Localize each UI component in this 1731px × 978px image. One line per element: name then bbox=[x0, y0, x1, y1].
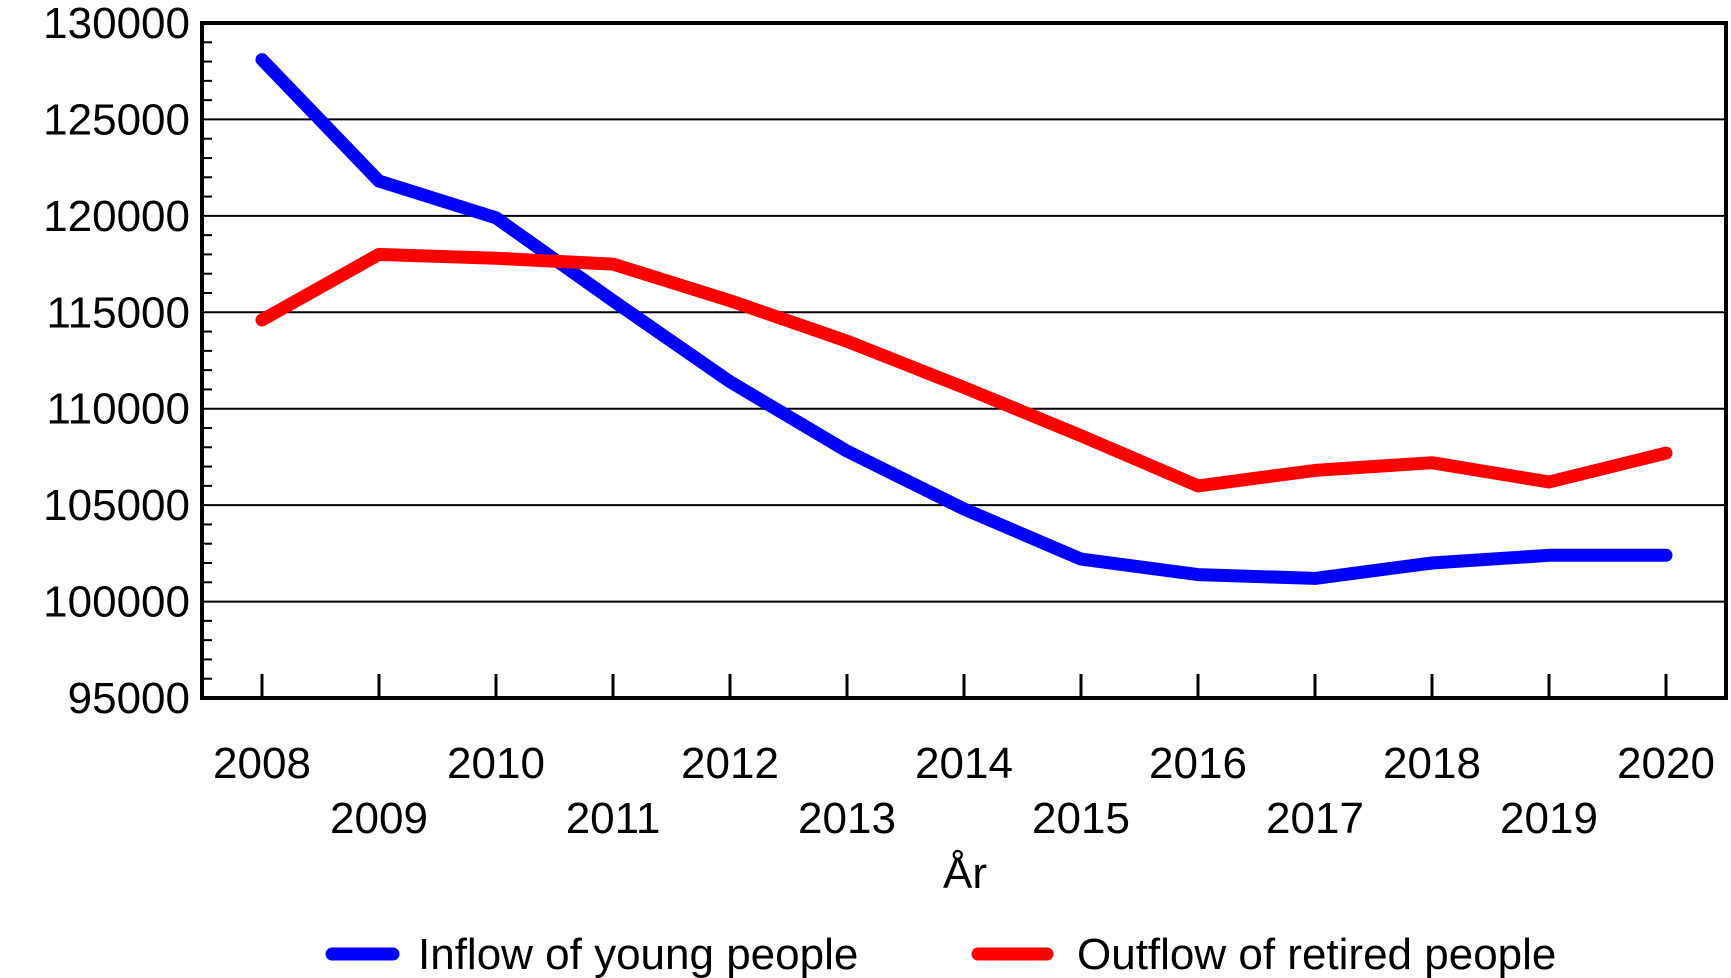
x-axis-title: År bbox=[943, 849, 987, 898]
y-tick-label: 120000 bbox=[43, 192, 190, 241]
x-tick-label: 2015 bbox=[1032, 794, 1130, 843]
data-point bbox=[1431, 461, 1433, 464]
plot-frame bbox=[200, 21, 1728, 700]
gridlines bbox=[202, 118, 1726, 603]
data-point bbox=[261, 58, 263, 61]
x-tick-label: 2018 bbox=[1383, 739, 1481, 788]
x-tick-label: 2011 bbox=[566, 794, 661, 843]
y-tick-label: 100000 bbox=[43, 578, 190, 627]
y-tick-label: 115000 bbox=[46, 288, 190, 337]
data-point bbox=[1665, 554, 1667, 557]
x-tick-label: 2012 bbox=[681, 739, 779, 788]
data-point bbox=[963, 508, 965, 510]
y-tick-label: 105000 bbox=[43, 481, 190, 530]
data-point bbox=[1548, 481, 1550, 483]
x-tick-label: 2013 bbox=[798, 794, 896, 843]
data-point bbox=[378, 180, 380, 183]
x-tick-label: 2010 bbox=[447, 739, 545, 788]
data-point bbox=[1197, 484, 1199, 487]
x-tick-label: 2009 bbox=[330, 794, 428, 843]
data-point bbox=[1314, 577, 1316, 580]
data-point bbox=[612, 263, 614, 266]
data-point bbox=[261, 319, 263, 321]
data-point bbox=[963, 386, 965, 389]
x-tick-label: 2020 bbox=[1617, 739, 1715, 788]
series-lines bbox=[255, 53, 1673, 585]
data-point bbox=[1548, 554, 1550, 557]
series-line-outflow bbox=[255, 247, 1673, 493]
data-point bbox=[378, 253, 380, 256]
data-point bbox=[612, 299, 614, 302]
data-point bbox=[495, 216, 497, 219]
legend: Inflow of young people Outflow of retired… bbox=[325, 930, 1556, 978]
data-point bbox=[495, 257, 497, 260]
legend-label: Outflow of retired people bbox=[1077, 930, 1556, 978]
data-point bbox=[1197, 573, 1199, 576]
x-tick-labels: 2008 2009 2010 2011 2012 2013 2014 2015 2016 2017… bbox=[213, 739, 1715, 843]
legend-label: Inflow of young people bbox=[418, 930, 858, 978]
data-point bbox=[1080, 434, 1082, 437]
y-tick-label: 95000 bbox=[68, 674, 190, 723]
data-point bbox=[729, 299, 731, 302]
y-tick-label: 125000 bbox=[43, 95, 190, 144]
y-tick-label: 110000 bbox=[46, 385, 190, 434]
y-tick-labels: 95000 100000 105000 110000 115000 120000 12500… bbox=[43, 0, 190, 723]
y-tick-label: 130000 bbox=[43, 0, 190, 48]
data-point bbox=[1431, 562, 1433, 564]
data-point bbox=[846, 340, 848, 343]
data-point bbox=[1080, 558, 1082, 561]
x-tick-label: 2008 bbox=[213, 739, 311, 788]
axes bbox=[200, 21, 1728, 700]
x-tick-label: 2017 bbox=[1266, 794, 1364, 843]
data-point bbox=[1314, 469, 1316, 472]
x-tick-label: 2016 bbox=[1149, 739, 1247, 788]
data-point bbox=[729, 380, 731, 383]
x-tick-label: 2014 bbox=[915, 739, 1013, 788]
data-point bbox=[1665, 452, 1667, 455]
x-tick-label: 2019 bbox=[1500, 794, 1598, 843]
data-point bbox=[846, 450, 848, 453]
series-line-inflow bbox=[255, 53, 1673, 585]
